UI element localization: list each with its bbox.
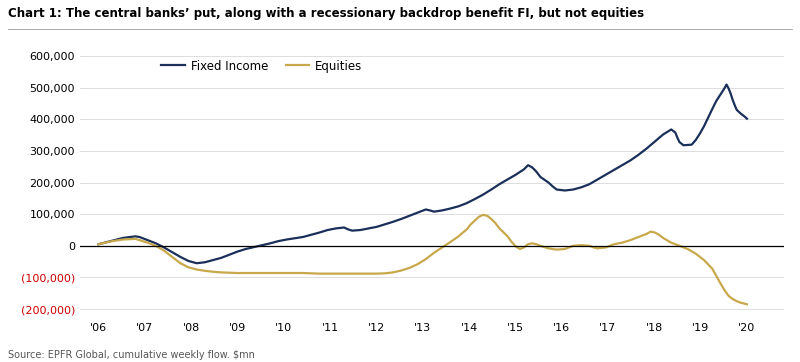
- Equities: [626, 238, 635, 242]
- Fixed Income: [670, 130, 680, 135]
- Fixed Income: [722, 83, 731, 87]
- Fixed Income: [94, 242, 103, 247]
- Fixed Income: [192, 261, 202, 265]
- Line: Equities: Equities: [98, 215, 747, 304]
- Fixed Income: [130, 234, 140, 239]
- Legend: Fixed Income, Equities: Fixed Income, Equities: [156, 55, 367, 77]
- Equities: [742, 302, 752, 307]
- Equities: [130, 237, 140, 241]
- Text: Chart 1: The central banks’ put, along with a recessionary backdrop benefit FI, : Chart 1: The central banks’ put, along w…: [8, 7, 644, 20]
- Text: Source: EPFR Global, cumulative weekly flow. $mn: Source: EPFR Global, cumulative weekly f…: [8, 350, 255, 360]
- Equities: [478, 212, 488, 217]
- Equities: [159, 248, 169, 253]
- Line: Fixed Income: Fixed Income: [98, 85, 747, 263]
- Equities: [482, 214, 492, 218]
- Fixed Income: [531, 169, 541, 174]
- Fixed Income: [742, 117, 752, 121]
- Fixed Income: [314, 230, 324, 235]
- Equities: [94, 242, 103, 247]
- Equities: [306, 271, 316, 275]
- Equities: [515, 247, 525, 251]
- Fixed Income: [486, 188, 496, 192]
- Fixed Income: [159, 245, 169, 249]
